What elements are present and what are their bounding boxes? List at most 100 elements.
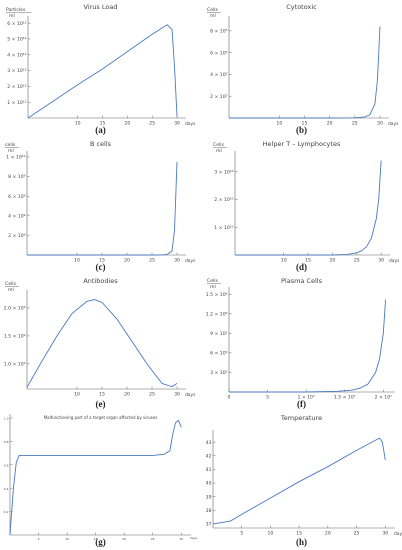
x-axis-label: days: [389, 258, 400, 264]
chart-title: Cytotoxic: [286, 3, 317, 11]
y-tick-label: 6 × 10⁵: [210, 351, 228, 357]
y-axis-label: Cells: [207, 7, 219, 13]
x-tick-label: 30: [377, 121, 383, 127]
series-line: [26, 299, 178, 388]
y-axis-label: Cells: [207, 278, 219, 284]
x-tick-label: 25: [149, 121, 155, 127]
x-tick-label: 10: [74, 258, 80, 264]
y-axis-label-unit: ml: [210, 13, 216, 19]
y-axis-label-unit: ml: [210, 284, 216, 290]
y-tick-label: 40: [206, 481, 212, 487]
x-tick-label: 10: [267, 531, 273, 537]
x-tick-label: 15: [94, 537, 98, 541]
panel-f: Plasma Cells 0 5 1 × 10⁷ 1.5 × 10⁷ 2 × 10⁷ 3 …: [201, 274, 402, 411]
y-tick-label: 0.6: [4, 463, 9, 467]
x-axis-label: days: [185, 121, 196, 127]
series-line: [212, 437, 386, 525]
y-tick-label: 2.0 × 10⁹: [4, 306, 26, 312]
x-tick-label: 15: [100, 121, 106, 127]
chart-title: Temperature: [280, 414, 323, 422]
x-tick-label: 1.5 × 10⁷: [334, 395, 356, 401]
y-tick-label: 1.0 × 10⁹: [4, 361, 26, 367]
y-axis-label-unit: ml: [9, 13, 15, 19]
x-tick-label: 5: [266, 395, 269, 401]
y-axis-label-unit: ml: [8, 287, 14, 293]
x-tick-label: 25: [354, 531, 360, 537]
chart-plot: 10 15 20 25 30 2 × 10⁹ 4 × 10⁹ 6 × 10⁹ 8 × 10⁹ 1 …: [5, 142, 196, 264]
y-tick-label: 1 × 10¹²: [7, 100, 26, 106]
panel-a: Virus Load 10 15 20 25 30 1 × 10¹² 2 × 10¹² 3 ×…: [0, 0, 201, 137]
x-tick-label: 30: [174, 258, 180, 264]
x-tick-label: 30: [179, 537, 183, 541]
chart-plot: 10 15 20 25 30 1 × 10¹⁰ 2 × 10¹⁰ 3 × 10¹⁰ days Ce…: [213, 142, 400, 264]
y-tick-label: 5 × 10¹²: [7, 37, 26, 43]
y-axis-label: Particles: [6, 7, 26, 13]
x-tick-label: 15: [296, 531, 302, 537]
x-tick-label: 20: [124, 392, 130, 398]
y-tick-label: 2 × 10¹²: [7, 84, 26, 90]
panel-label: (d): [296, 262, 307, 272]
chart-title: Plasma Cells: [280, 277, 322, 285]
x-tick-label: 15: [305, 258, 311, 264]
y-tick-label: 8 × 10⁹: [8, 174, 26, 180]
panel-label: (e): [95, 399, 106, 409]
panel-label: (c): [95, 262, 106, 272]
chart-plot: 10 15 20 25 30 1.0 × 10⁹ 1.5 × 10⁹ 2.0 × 10⁹ day…: [4, 281, 196, 398]
x-tick-label: 10: [276, 121, 282, 127]
y-tick-label: 1.5 × 10⁶: [206, 292, 228, 298]
y-tick-label: 6 × 10¹²: [7, 21, 26, 27]
panel-c: B cells 10 15 20 25 30 2 × 10⁹ 4 × 10⁹ 6 × 10⁹ 8…: [0, 137, 201, 274]
x-tick-label: 20: [124, 121, 130, 127]
panel-b: Cytotoxic 10 15 20 25 30 2 × 10⁵ 4 × 10⁵ 6 × 10…: [201, 0, 402, 137]
x-tick-label: 10: [65, 537, 69, 541]
y-tick-label: 3 × 10⁵: [210, 370, 228, 376]
y-tick-label: 1.0: [4, 417, 9, 421]
x-tick-label: 2 × 10⁷: [375, 395, 393, 401]
y-tick-label: 1.2 × 10⁶: [206, 311, 228, 317]
x-tick-label: 30: [174, 392, 180, 398]
x-axis-label: days: [388, 121, 399, 127]
x-tick-label: 20: [325, 531, 331, 537]
y-tick-label: 4 × 10⁹: [8, 213, 26, 219]
y-tick-label: 0.8: [4, 440, 9, 444]
y-tick-label: 8 × 10⁵: [210, 28, 228, 34]
chart-plot: 10 15 20 25 30 2 × 10⁵ 4 × 10⁵ 6 × 10⁵ 8 × 10⁵ da…: [207, 7, 399, 127]
y-tick-label: 41: [206, 467, 212, 473]
series-line: [27, 161, 178, 256]
y-tick-label: 2 × 10⁵: [210, 94, 228, 100]
y-axis-label: Cells: [213, 142, 225, 148]
y-tick-label: 6 × 10⁹: [8, 194, 26, 200]
panel-e: Antibodies 10 15 20 25 30 1.0 × 10⁹ 1.5 × 10⁹ 2…: [0, 274, 201, 411]
x-tick-label: 15: [99, 392, 105, 398]
y-axis-label-unit: ml: [216, 148, 222, 154]
panel-label: (a): [95, 125, 106, 135]
y-tick-label: 1 × 10¹⁰: [214, 225, 233, 231]
x-tick-label: 1 × 10⁷: [297, 395, 315, 401]
x-tick-label: 25: [354, 258, 360, 264]
x-tick-label: 25: [151, 537, 155, 541]
chart-plot: 0 5 1 × 10⁷ 1.5 × 10⁷ 2 × 10⁷ 3 × 10⁵ 6 × 10⁵ 9…: [206, 278, 395, 401]
x-tick-label: 0: [228, 395, 231, 401]
x-tick-label: 25: [149, 258, 155, 264]
chart-title: Virus Load: [83, 3, 118, 11]
series-line: [235, 160, 382, 256]
x-axis-label: days: [185, 258, 196, 264]
y-tick-label: 3 × 10¹⁰: [214, 169, 233, 175]
x-tick-label: 10: [75, 121, 81, 127]
x-axis-label: days: [185, 392, 196, 398]
x-axis-label: days: [394, 531, 402, 537]
x-tick-label: 5: [240, 531, 243, 537]
x-tick-label: 20: [327, 121, 333, 127]
x-tick-label: 25: [352, 121, 358, 127]
chart-plot: 5101520253037383940414243days°C: [206, 430, 402, 537]
x-axis-label: days: [190, 536, 198, 540]
y-tick-label: 9 × 10⁵: [210, 331, 228, 337]
y-tick-label: 1 × 10¹⁰: [6, 155, 25, 161]
y-tick-label: 0.2: [4, 510, 9, 514]
chart-title: B cells: [89, 140, 112, 148]
series-line: [9, 419, 182, 536]
x-tick-label: 5: [38, 537, 40, 541]
x-tick-label: 30: [382, 531, 388, 537]
panel-label: (f): [297, 399, 306, 409]
x-tick-label: 30: [378, 258, 384, 264]
